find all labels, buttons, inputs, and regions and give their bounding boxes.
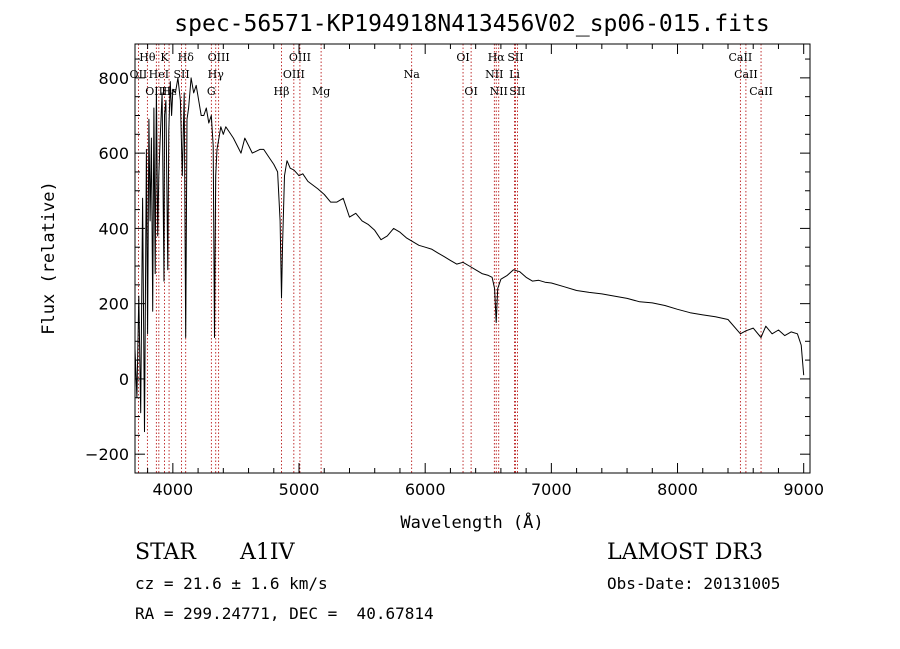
spectral-line-label: OIII: [208, 51, 230, 64]
y-tick-label: 400: [98, 219, 129, 238]
observation-date: Obs-Date: 20131005: [607, 574, 781, 593]
spectral-line-label: NII: [485, 68, 503, 81]
plot-frame: [134, 43, 811, 474]
spectral-line-label: CaII: [734, 68, 758, 81]
object-class: STAR: [135, 540, 196, 565]
spectral-line-label: SII: [507, 51, 523, 64]
x-axis-label: Wavelength (Å): [400, 511, 543, 533]
y-axis-label: Flux (relative): [39, 181, 59, 335]
survey-name: LAMOST DR3: [607, 540, 763, 565]
spectral-line-label: CaII: [729, 51, 753, 64]
spectral-line-label: Hθ: [139, 51, 156, 64]
spectral-line-label: Hδ: [178, 51, 195, 64]
spectral-line-label: HeI: [149, 68, 169, 81]
x-tick-label: 4000: [152, 480, 193, 499]
spectral-line-label: SII: [173, 68, 189, 81]
x-tick-label: 7000: [531, 480, 572, 499]
axis-ticks: 4000 5000 6000 7000 8000 9000 −200 0 200 400 600 80…: [85, 44, 824, 499]
spectral-line-label: OIII: [289, 51, 311, 64]
spectral-line-label: CaII: [749, 85, 773, 98]
y-tick-label: 600: [98, 144, 129, 163]
spectral-line-label: OI: [456, 51, 469, 64]
spectral-line-label: K: [160, 51, 169, 64]
y-tick-label: 0: [119, 370, 129, 389]
y-tick-label: −200: [85, 445, 129, 464]
spectral-line-label: Mg: [312, 85, 330, 98]
chart-title: spec-56571-KP194918N413456V02_sp06-015.f…: [174, 11, 769, 37]
spectral-line-label: SII: [509, 85, 525, 98]
redshift-value: cz = 21.6 ± 1.6 km/s: [135, 574, 328, 593]
spectral-line-label: Hγ: [208, 68, 225, 81]
x-tick-label: 5000: [279, 480, 320, 499]
spectrum-series-line: [134, 77, 805, 433]
y-tick-label: 800: [98, 69, 129, 88]
y-tick-label: 200: [98, 295, 129, 314]
x-tick-label: 9000: [783, 480, 824, 499]
spectral-line-label: OI: [464, 85, 477, 98]
spectral-line-label: Na: [404, 68, 421, 81]
x-tick-label: 6000: [405, 480, 446, 499]
spectral-line-label: Hα: [488, 51, 506, 64]
spectral-line-label: G: [207, 85, 216, 98]
spectral-line-markers: [138, 44, 762, 473]
spectral-line-label: Hβ: [274, 85, 290, 98]
spectral-line-label: NII: [490, 85, 508, 98]
x-tick-label: 8000: [657, 480, 698, 499]
object-subclass: A1IV: [240, 540, 295, 565]
coordinates: RA = 299.24771, DEC = 40.67814: [135, 604, 434, 623]
spectral-line-label: OIII: [283, 68, 305, 81]
spectral-line-label: Li: [509, 68, 520, 81]
spectral-line-label: OII: [130, 68, 148, 81]
